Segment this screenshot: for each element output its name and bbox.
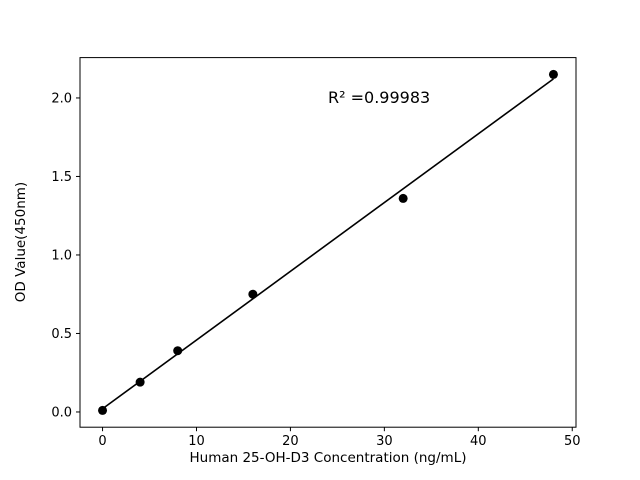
x-tick-label: 0 bbox=[98, 434, 106, 449]
y-tick-label: 1.5 bbox=[51, 170, 72, 185]
x-tick-label: 10 bbox=[188, 434, 205, 449]
data-point bbox=[398, 193, 408, 203]
x-tick-label: 20 bbox=[282, 434, 299, 449]
data-point bbox=[98, 405, 108, 415]
x-tick-label: 30 bbox=[376, 434, 393, 449]
data-point bbox=[248, 289, 258, 299]
r-squared-annotation: R² =0.99983 bbox=[328, 88, 430, 107]
y-tick-label: 1.0 bbox=[51, 248, 72, 263]
y-tick-label: 0.5 bbox=[51, 327, 72, 342]
data-point bbox=[173, 346, 183, 356]
y-axis-label: OD Value(450nm) bbox=[13, 182, 29, 302]
x-tick-label: 40 bbox=[470, 434, 487, 449]
data-point bbox=[548, 69, 558, 79]
y-tick-label: 0.0 bbox=[51, 405, 72, 420]
data-point bbox=[135, 377, 145, 387]
y-tick-label: 2.0 bbox=[51, 91, 72, 106]
x-axis-label: Human 25-OH-D3 Concentration (ng/mL) bbox=[189, 450, 466, 466]
plot-area: 0 10 20 30 40 50 0.0 0.5 1.0 1.5 2.0 bbox=[51, 57, 581, 449]
x-tick-label: 50 bbox=[564, 434, 581, 449]
